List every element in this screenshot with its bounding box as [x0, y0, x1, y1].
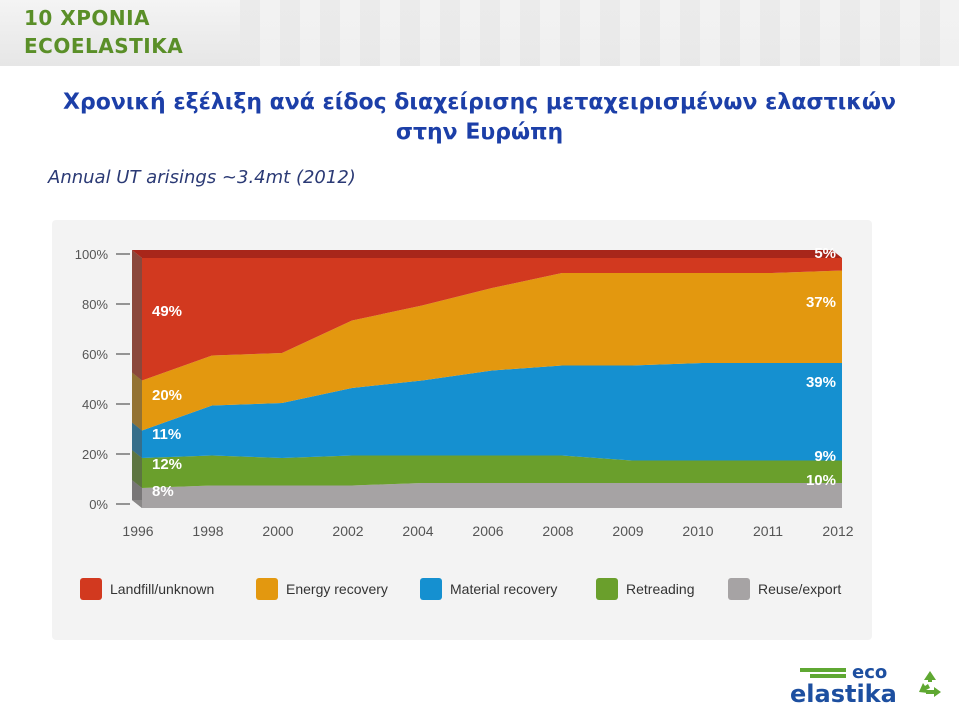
header-banner: 10 ΧΡΟΝΙΑ ECOELASTIKA: [0, 0, 959, 66]
data-label-start: 8%: [152, 483, 174, 500]
x-tick-label: 2010: [682, 523, 713, 539]
legend-swatch: [728, 578, 750, 600]
data-labels: 8% 12% 11% 20% 49% 10% 9% 39% 37% 5%: [152, 245, 836, 500]
ecoelastika-logo: eco elastika: [790, 662, 950, 708]
logo-text-eco: eco: [852, 662, 888, 683]
area-landfill-unknown: [142, 258, 842, 381]
legend-label: Material recovery: [450, 581, 557, 597]
area-reuse-export: [142, 483, 842, 508]
x-tick-label: 2008: [542, 523, 573, 539]
legend-swatch: [596, 578, 618, 600]
data-label-end: 37%: [806, 294, 836, 311]
area-material-recovery: [142, 363, 842, 461]
chart-legend: Landfill/unknown Energy recovery Material …: [80, 578, 841, 600]
legend-item: Material recovery: [420, 578, 557, 600]
badge-line-2: ECOELASTIKA: [24, 34, 184, 58]
data-label-start: 12%: [152, 456, 182, 473]
legend-item: Energy recovery: [256, 578, 388, 600]
x-tick-label: 1996: [122, 523, 153, 539]
y-tick-label: 20%: [82, 447, 108, 462]
legend-swatch: [256, 578, 278, 600]
x-tick-label: 2012: [822, 523, 853, 539]
y-tick-label: 40%: [82, 397, 108, 412]
legend-label: Retreading: [626, 581, 695, 597]
x-tick-label: 2011: [753, 523, 783, 539]
x-tick-label: 2000: [262, 523, 293, 539]
legend-item: Reuse/export: [728, 578, 841, 600]
badge-line-1: 10 ΧΡΟΝΙΑ: [24, 6, 151, 30]
depth-shade: [132, 450, 142, 488]
x-tick-label: 2009: [612, 523, 643, 539]
recycle-icon: [919, 671, 941, 697]
slide-title-line-2: στην Ευρώπη: [395, 120, 564, 145]
data-label-start: 49%: [152, 303, 182, 320]
x-tick-label: 2006: [472, 523, 503, 539]
legend-label: Landfill/unknown: [110, 581, 214, 597]
slide-title-line-1: Χρονική εξέλιξη ανά είδος διαχείρισης με…: [63, 90, 896, 115]
area-energy-recovery: [142, 270, 842, 431]
data-label-start: 11%: [152, 426, 181, 443]
legend-item: Landfill/unknown: [80, 578, 214, 600]
depth-shade: [132, 372, 142, 431]
depth-shade: [132, 422, 142, 458]
depth-top: [132, 250, 842, 258]
chart-panel: 0% 20% 40% 60% 80% 100% 1996 1998 2000 2002 2004 2…: [52, 220, 872, 640]
banner-stripes: [240, 0, 959, 66]
area-retreading: [142, 455, 842, 488]
chart-subtitle: Annual UT arisings ~3.4mt (2012): [48, 167, 356, 188]
depth-side-landfill-unknown: [132, 250, 142, 381]
y-axis-ticks: 0% 20% 40% 60% 80% 100%: [75, 247, 130, 512]
legend-swatch: [420, 578, 442, 600]
legend-label: Reuse/export: [758, 581, 841, 597]
data-label-end: 9%: [814, 448, 836, 465]
depth-side-retreading: [132, 450, 142, 488]
x-tick-label: 2002: [332, 523, 363, 539]
x-tick-label: 1998: [192, 523, 223, 539]
logo-bars: [800, 668, 846, 678]
chart-areas: [142, 258, 842, 508]
anniversary-badge: 10 ΧΡΟΝΙΑ ECOELASTIKA: [0, 0, 250, 66]
data-label-end: 5%: [814, 245, 836, 262]
stacked-area-chart: 0% 20% 40% 60% 80% 100% 1996 1998 2000 2002 2004 2…: [75, 245, 854, 600]
data-label-end: 39%: [806, 374, 836, 391]
y-tick-label: 100%: [75, 247, 109, 262]
data-label-end: 10%: [806, 472, 836, 489]
legend-swatch: [80, 578, 102, 600]
x-axis-ticks: 1996 1998 2000 2002 2004 2006 2008 2009 2010 2011…: [122, 523, 853, 539]
data-label-start: 20%: [152, 387, 182, 404]
x-tick-label: 2004: [402, 523, 433, 539]
y-tick-label: 0%: [89, 497, 108, 512]
legend-item: Retreading: [596, 578, 695, 600]
legend-label: Energy recovery: [286, 581, 388, 597]
depth-side-material-recovery: [132, 422, 142, 458]
depth-shade: [132, 250, 142, 381]
y-tick-label: 60%: [82, 347, 108, 362]
depth-side-energy-recovery: [132, 372, 142, 431]
logo-text-elastika: elastika: [790, 680, 897, 708]
y-tick-label: 80%: [82, 297, 108, 312]
